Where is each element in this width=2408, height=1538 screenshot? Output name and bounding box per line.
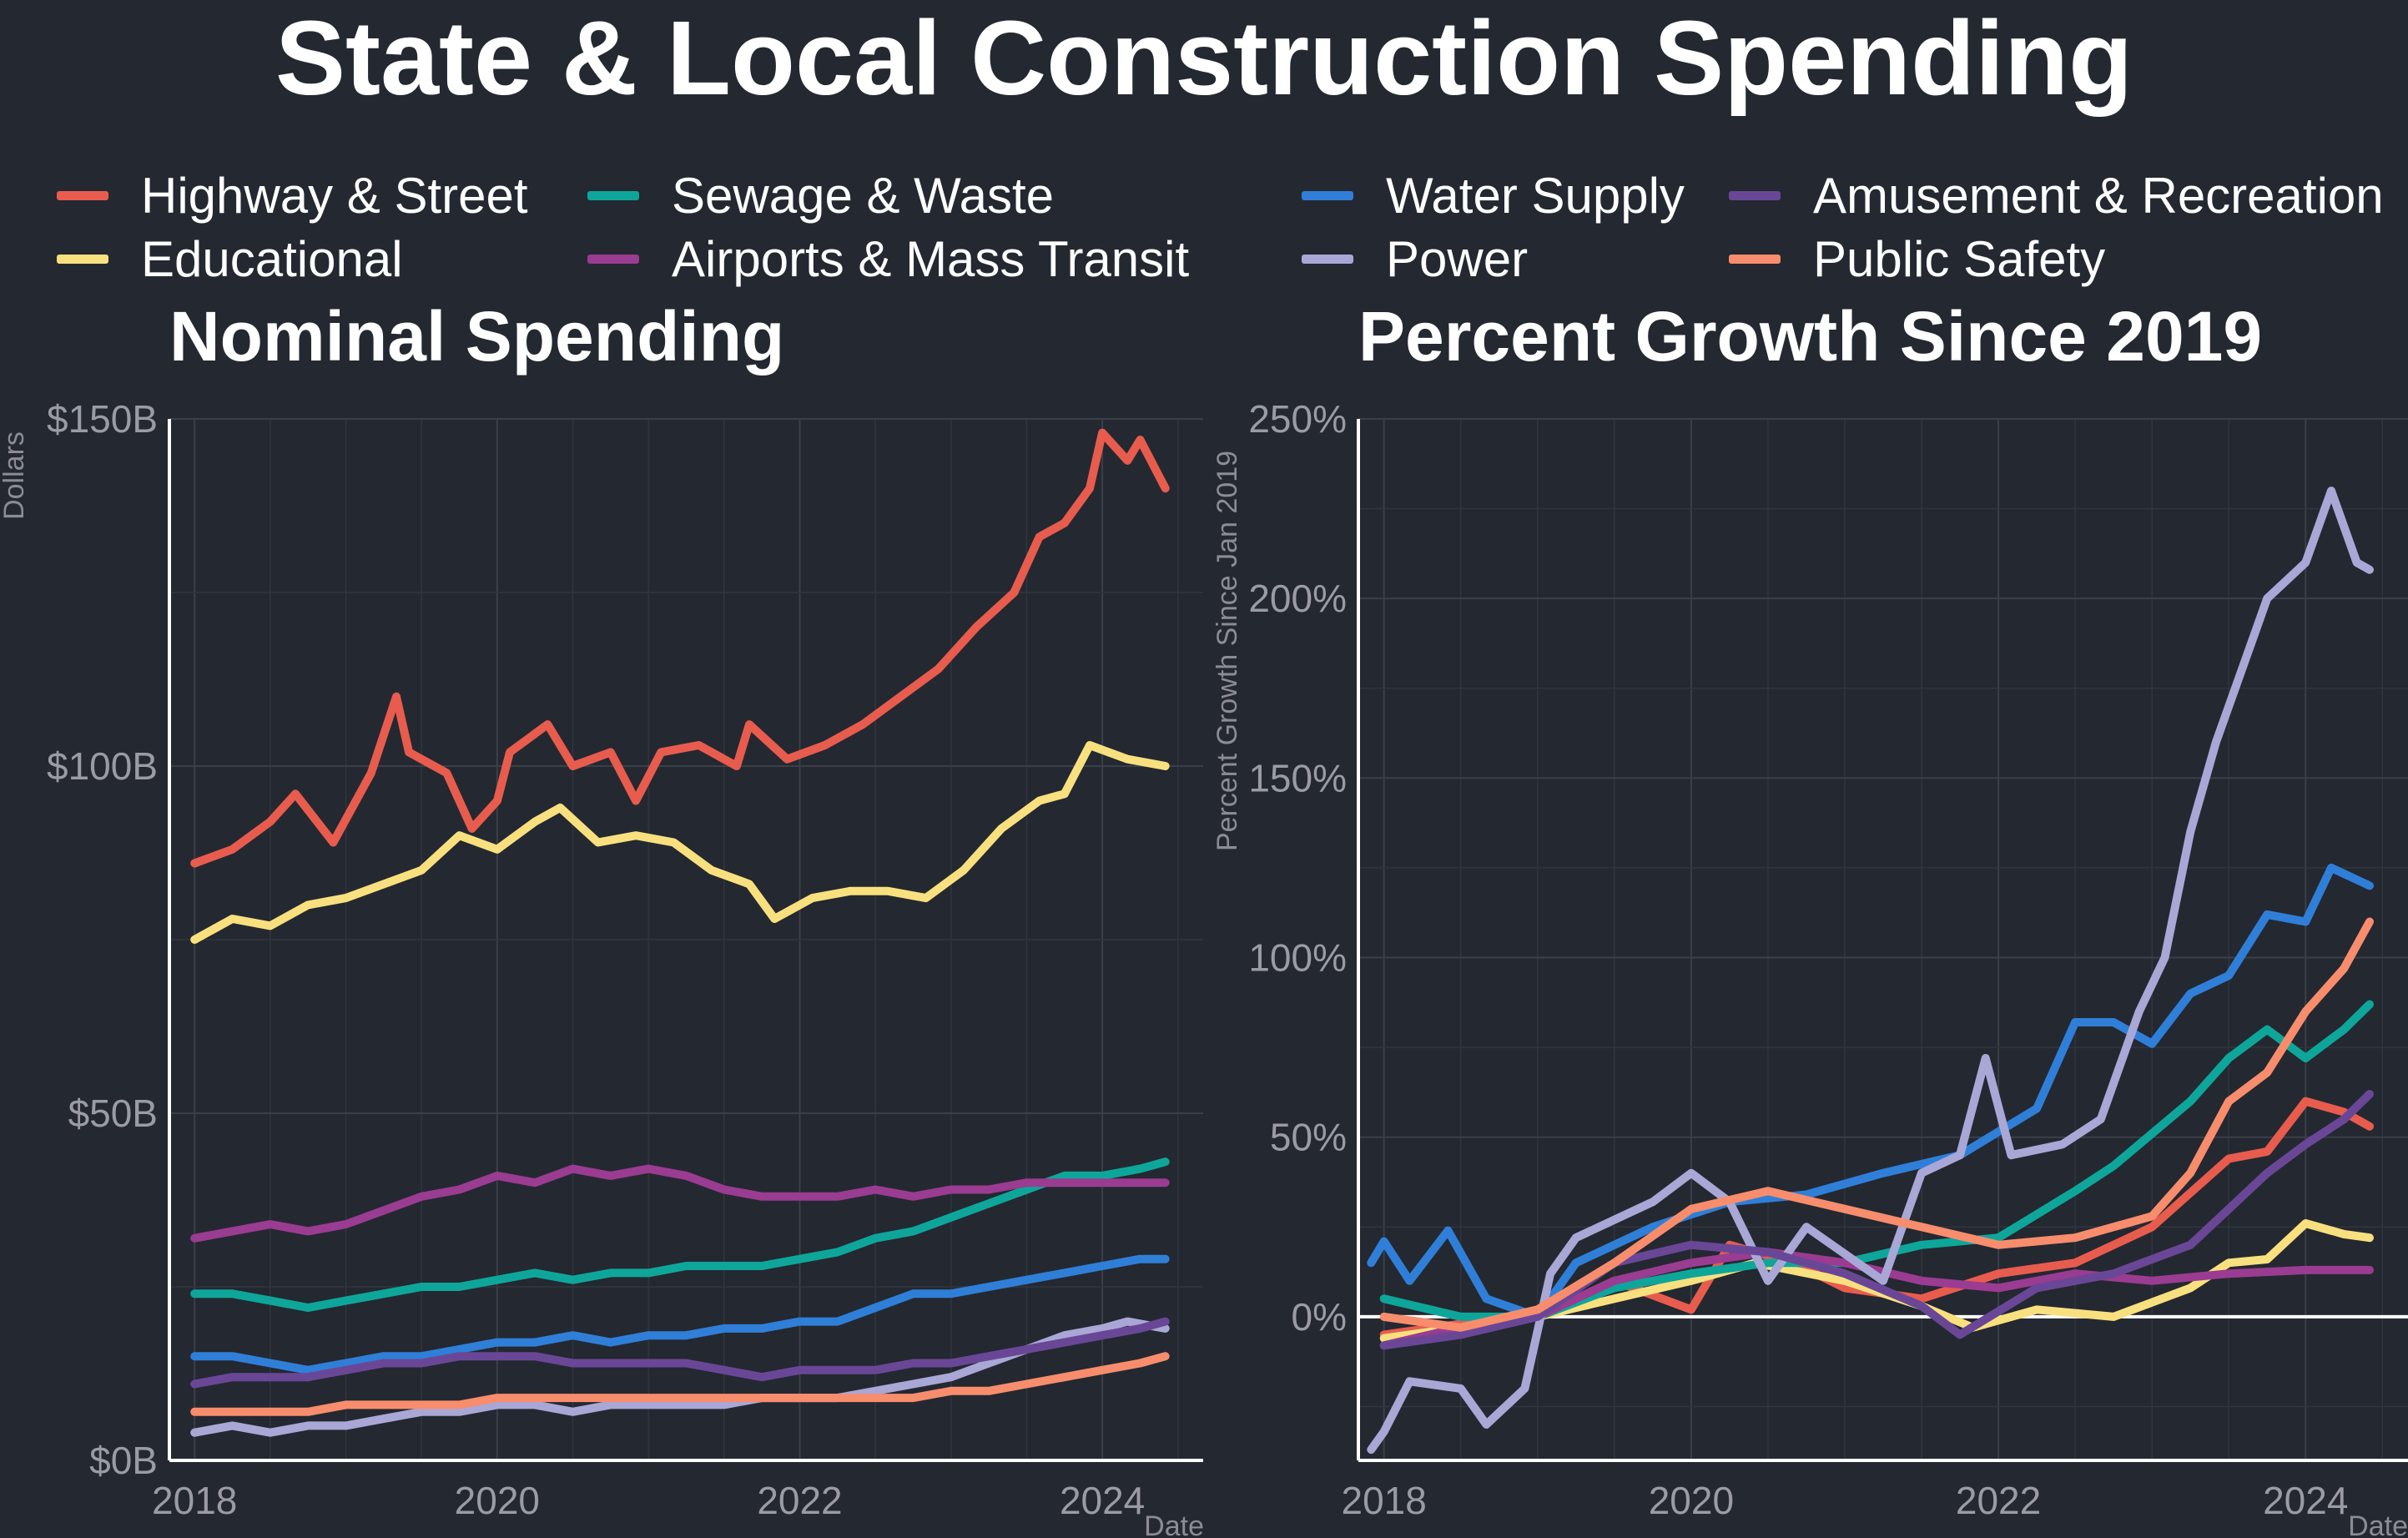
legend-label-public-safety: Public Safety: [1813, 230, 2106, 287]
legend-label-educational: Educational: [141, 230, 403, 287]
legend-item-amusement: Amusement & Recreation: [1729, 165, 2384, 225]
panel-1-x-tick-label: 2018: [152, 1479, 237, 1522]
panel-2-series-line-5: [1367, 863, 2374, 1321]
legend-item-public-safety: Public Safety: [1729, 229, 2105, 289]
legend-label-highway: Highway & Street: [141, 167, 528, 224]
chart-title: State & Local Construction Spending: [275, 0, 2133, 117]
panel-1-x-axis-title: Date: [1144, 1510, 1204, 1538]
legend-label-water: Water Supply: [1386, 167, 1685, 224]
legend: Highway & Street Educational Sewage & Wa…: [0, 159, 2408, 292]
legend-item-sewage: Sewage & Waste: [587, 165, 1054, 225]
legend-item-water: Water Supply: [1302, 165, 1685, 225]
legend-item-airports: Airports & Mass Transit: [587, 229, 1189, 289]
panel-1-x-tick-label: 2020: [455, 1479, 540, 1522]
panel-2-x-tick-label: 2022: [1956, 1479, 2041, 1522]
legend-label-sewage: Sewage & Waste: [672, 167, 1054, 224]
panel-1-y-tick-label: $150B: [47, 397, 158, 441]
legend-swatch-educational: [57, 254, 108, 264]
panel-2-y-tick-label: 200%: [1248, 577, 1347, 620]
panel-2-series-line-3: [1379, 1000, 2374, 1321]
legend-item-highway: Highway & Street: [57, 165, 528, 225]
panel-2-title: Percent Growth Since 2019: [1358, 297, 2262, 376]
legend-item-power: Power: [1302, 229, 1528, 289]
legend-swatch-power: [1302, 254, 1353, 264]
panel-2-series-line-6: [1367, 487, 2374, 1455]
legend-item-educational: Educational: [57, 229, 403, 289]
panel-2-y-tick-label: 250%: [1248, 397, 1347, 441]
panel-2-y-tick-label: 0%: [1292, 1295, 1347, 1339]
panel-1-y-tick-label: $50B: [68, 1092, 158, 1135]
legend-swatch-public-safety: [1729, 254, 1781, 264]
legend-swatch-sewage: [587, 190, 639, 200]
panel-1-series-line-2: [190, 741, 1170, 944]
panel-1-series-line-7: [190, 1317, 1170, 1389]
panel-1-x-tick-label: 2022: [757, 1479, 842, 1522]
panel-1-series-line-4: [190, 1164, 1170, 1243]
panel-2-x-tick-label: 2024: [2263, 1479, 2348, 1522]
panel-2-y-tick-label: 150%: [1248, 756, 1347, 799]
panel-1-y-tick-label: $100B: [47, 744, 158, 788]
panel-1-y-axis-title: Dollars: [0, 431, 30, 520]
panel-2-y-axis-title: Percent Growth Since Jan 2019: [1212, 451, 1243, 851]
panel-1-series-line-8: [190, 1352, 1170, 1416]
legend-label-amusement: Amusement & Recreation: [1813, 167, 2384, 224]
panel-2-x-tick-label: 2018: [1342, 1479, 1427, 1522]
panel-1-series-line-3: [190, 1157, 1170, 1312]
panel-2-y-tick-label: 100%: [1248, 936, 1347, 980]
legend-label-power: Power: [1386, 230, 1529, 287]
panel-1-title: Nominal Spending: [169, 297, 784, 376]
panel-2-y-tick-label: 50%: [1270, 1116, 1347, 1159]
panel-1-x-tick-label: 2024: [1060, 1479, 1145, 1522]
legend-swatch-airports: [587, 254, 639, 264]
panel-1-series-line-5: [190, 1254, 1170, 1374]
panel-2-x-tick-label: 2020: [1649, 1479, 1734, 1522]
panel-1-series-line-1: [190, 428, 1170, 868]
legend-swatch-water: [1302, 190, 1353, 200]
panel-2-x-axis-title: Date: [2348, 1510, 2408, 1538]
legend-label-airports: Airports & Mass Transit: [672, 230, 1190, 287]
panel-2-series-line-8: [1379, 917, 2374, 1332]
legend-swatch-amusement: [1729, 190, 1781, 200]
panel-1-y-tick-label: $0B: [89, 1439, 158, 1482]
legend-swatch-highway: [57, 190, 108, 200]
